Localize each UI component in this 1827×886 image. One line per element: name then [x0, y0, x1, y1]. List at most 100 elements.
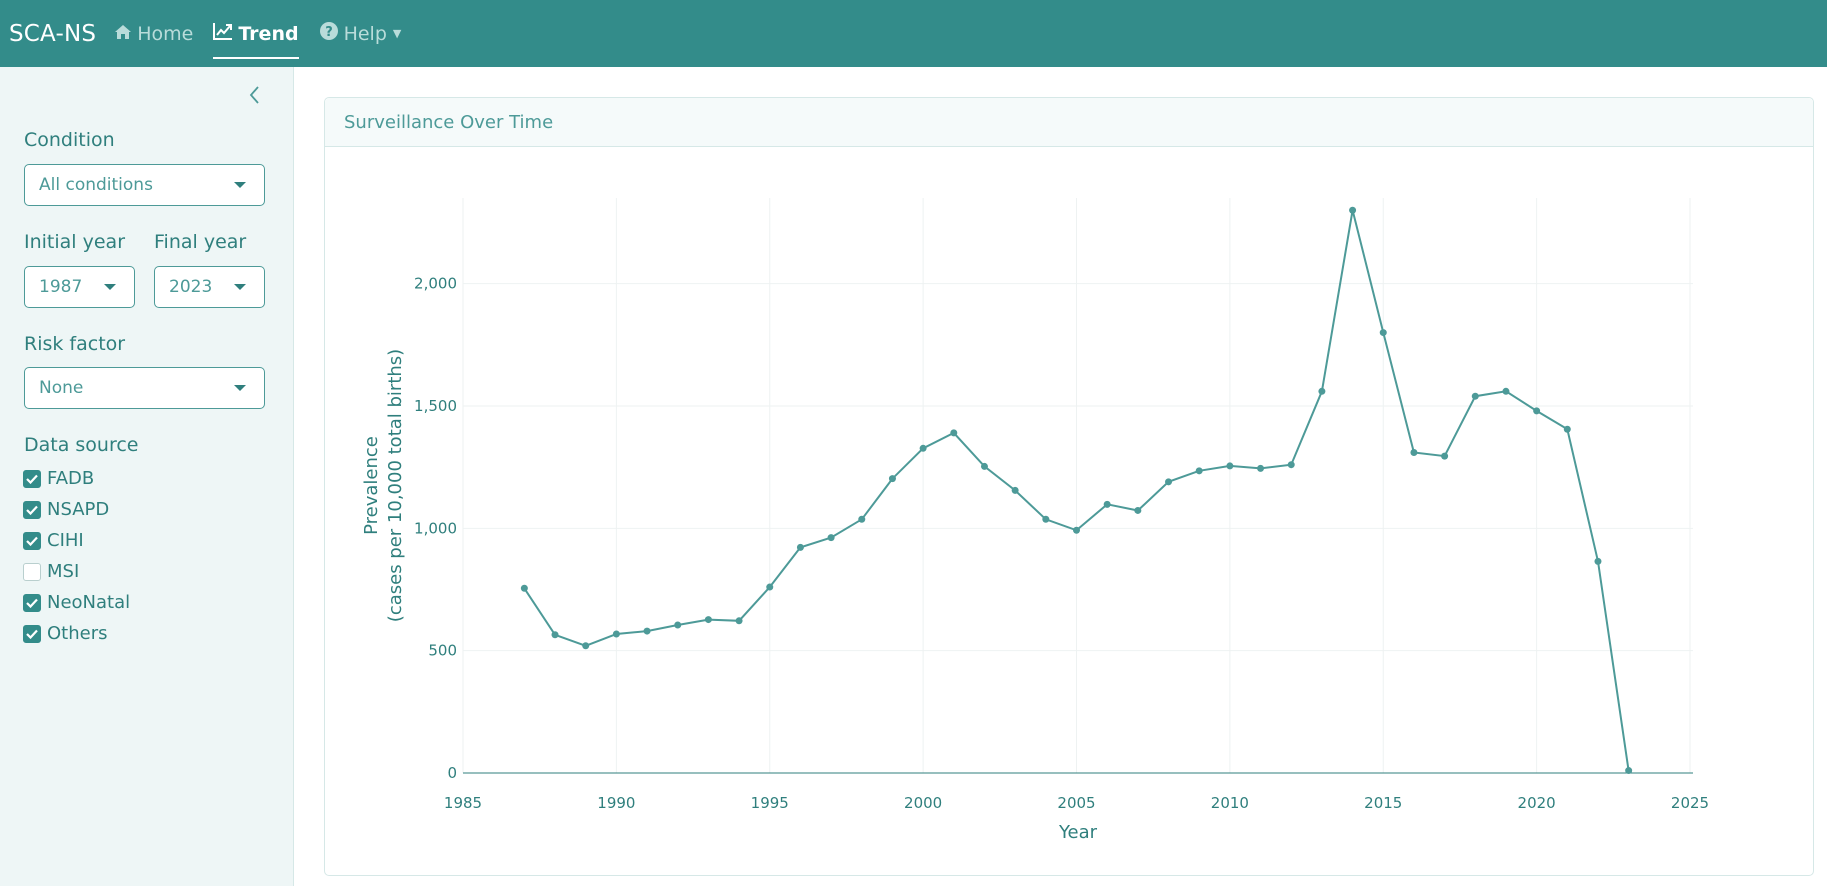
- initial-year-select[interactable]: 1987: [24, 266, 135, 308]
- final-year-label: Final year: [154, 231, 247, 253]
- data-point: [1165, 478, 1173, 486]
- data-point: [827, 534, 835, 542]
- y-tick-label: 1,000: [414, 519, 457, 537]
- final-year-select[interactable]: 2023: [154, 266, 265, 308]
- data-point: [1103, 500, 1111, 508]
- y-tick-label: 2,000: [414, 275, 457, 293]
- check-icon: [26, 474, 38, 484]
- data-source-label: Data source: [24, 434, 139, 456]
- home-icon: [114, 23, 137, 45]
- data-point: [520, 584, 528, 592]
- checkbox-unchecked[interactable]: [23, 562, 41, 581]
- x-tick-label: 2010: [1211, 794, 1249, 812]
- x-tick-label: 1990: [597, 794, 635, 812]
- checkbox-checked[interactable]: [23, 531, 41, 550]
- caret-down-icon: [234, 385, 246, 391]
- check-icon: [26, 629, 38, 639]
- source-checkbox-msi[interactable]: MSI: [23, 561, 79, 582]
- risk-factor-value: None: [39, 378, 84, 398]
- caret-down-icon: [234, 182, 246, 188]
- checkbox-checked[interactable]: [23, 469, 41, 488]
- nav-trend-label: Trend: [238, 22, 299, 45]
- x-tick-label: 1985: [444, 794, 482, 812]
- data-point: [1563, 425, 1571, 433]
- data-point: [1533, 407, 1541, 415]
- y-axis-title-units: (cases per 10,000 total births): [385, 349, 406, 622]
- data-point: [612, 630, 620, 638]
- surveillance-card: Surveillance Over Time 1985 1990 1995 2000 2…: [324, 97, 1814, 876]
- source-checkbox-cihi[interactable]: CIHI: [23, 530, 84, 551]
- checkbox-checked[interactable]: [23, 593, 41, 612]
- source-checkbox-fadb[interactable]: FADB: [23, 468, 94, 489]
- line-chart-icon: [213, 22, 238, 45]
- source-checkbox-others[interactable]: Others: [23, 623, 108, 644]
- data-point: [919, 444, 927, 452]
- data-point: [950, 429, 958, 437]
- risk-factor-select[interactable]: None: [24, 367, 265, 409]
- condition-select-value: All conditions: [39, 175, 153, 195]
- question-circle-icon: ?: [319, 21, 344, 46]
- x-tick-label: 2020: [1518, 794, 1556, 812]
- data-point: [1471, 392, 1479, 400]
- nav-help-dropdown[interactable]: ? Help ▼: [319, 0, 401, 67]
- data-point: [1257, 464, 1265, 472]
- nav-home[interactable]: Home: [114, 0, 193, 67]
- data-point: [1441, 452, 1449, 460]
- checkbox-checked[interactable]: [23, 500, 41, 519]
- data-point: [766, 583, 774, 591]
- card-title: Surveillance Over Time: [325, 98, 1813, 147]
- source-label: CIHI: [47, 530, 84, 551]
- y-tick-label: 500: [428, 642, 457, 660]
- data-point: [1011, 486, 1019, 494]
- x-tick-label: 2000: [904, 794, 942, 812]
- nav-trend[interactable]: Trend: [213, 0, 299, 67]
- sidebar: Condition All conditions Initial year 19…: [0, 67, 294, 886]
- caret-down-icon: [104, 284, 116, 290]
- x-tick-label: 1995: [751, 794, 789, 812]
- source-label: NSAPD: [47, 499, 110, 520]
- data-point: [1287, 461, 1295, 469]
- y-tick-label: 1,500: [414, 397, 457, 415]
- condition-label: Condition: [24, 129, 115, 151]
- data-point: [980, 462, 988, 470]
- data-point: [1502, 387, 1510, 395]
- data-point: [1226, 462, 1234, 470]
- final-year-value: 2023: [169, 277, 213, 297]
- checkbox-checked[interactable]: [23, 624, 41, 643]
- data-point: [582, 642, 590, 650]
- source-label: MSI: [47, 561, 80, 582]
- initial-year-value: 1987: [39, 277, 83, 297]
- data-point: [735, 617, 743, 625]
- data-point: [643, 627, 651, 635]
- y-axis-title: Prevalence: [361, 436, 382, 535]
- data-point: [1318, 387, 1326, 395]
- svg-text:?: ?: [325, 25, 333, 40]
- data-point: [674, 621, 682, 629]
- data-point: [1379, 329, 1387, 337]
- check-icon: [26, 505, 38, 515]
- source-checkbox-neonatal[interactable]: NeoNatal: [23, 592, 130, 613]
- source-label: FADB: [47, 468, 95, 489]
- navbar: SCA-NS Home Trend ? Help ▼: [0, 0, 1827, 67]
- data-point: [1594, 557, 1602, 565]
- data-point: [858, 515, 866, 523]
- chevron-left-icon[interactable]: [248, 85, 262, 109]
- initial-year-label: Initial year: [24, 231, 126, 253]
- data-point: [1349, 206, 1357, 214]
- data-point: [1042, 515, 1050, 523]
- nav-home-label: Home: [137, 22, 194, 45]
- source-label: Others: [47, 623, 108, 644]
- data-point: [1134, 506, 1142, 514]
- x-axis-title: Year: [1058, 822, 1098, 843]
- condition-select[interactable]: All conditions: [24, 164, 265, 206]
- y-tick-label: 0: [447, 764, 457, 782]
- source-checkbox-nsapd[interactable]: NSAPD: [23, 499, 109, 520]
- check-icon: [26, 536, 38, 546]
- x-tick-label: 2005: [1057, 794, 1095, 812]
- source-label: NeoNatal: [47, 592, 131, 613]
- data-point: [1195, 467, 1203, 475]
- data-point: [1410, 448, 1418, 456]
- trend-line-chart[interactable]: 1985 1990 1995 2000 2005 2010 2015 2020 2025 0 500…: [325, 98, 1813, 875]
- brand-title[interactable]: SCA-NS: [9, 20, 97, 47]
- data-point: [796, 543, 804, 551]
